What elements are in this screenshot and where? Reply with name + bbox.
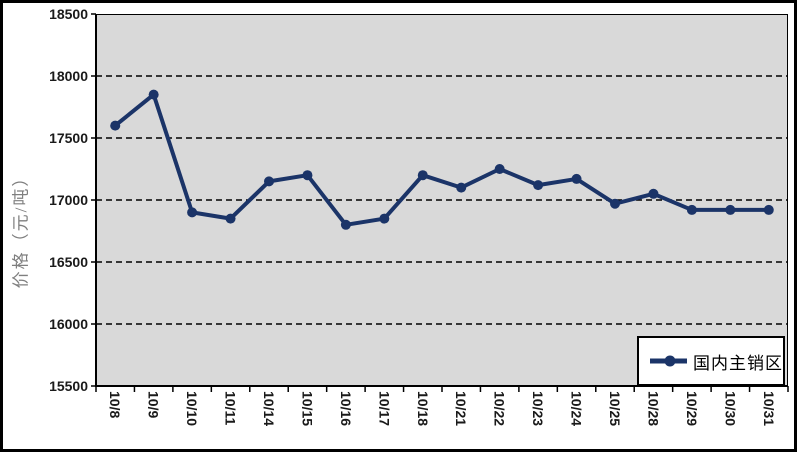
data-point-marker <box>148 89 159 100</box>
data-point-marker <box>571 173 582 184</box>
x-axis-tick-label: 10/28 <box>645 391 662 427</box>
data-point-marker <box>187 207 198 218</box>
data-point-marker <box>456 182 467 193</box>
x-axis-tick-label: 10/17 <box>376 391 393 427</box>
x-axis-tick-label: 10/15 <box>299 391 316 427</box>
data-point-marker <box>494 164 505 174</box>
x-axis-tick-label: 10/18 <box>414 391 431 427</box>
x-axis-tick-label: 10/16 <box>337 391 354 427</box>
series-line <box>113 92 771 227</box>
data-point-marker <box>110 120 121 131</box>
y-axis-tick-label: 16500 <box>49 254 88 270</box>
legend: 国内主销区 <box>637 336 785 386</box>
data-point-marker <box>686 204 697 215</box>
x-axis-tick-label: 10/23 <box>530 391 547 427</box>
x-axis-tick-label: 10/8 <box>107 391 124 419</box>
data-point-marker <box>379 213 390 224</box>
x-axis-tick-label: 10/10 <box>184 391 201 427</box>
x-axis-tick-label: 10/29 <box>683 391 700 427</box>
y-axis-tick-label: 17000 <box>49 192 88 208</box>
y-axis-title: 价格（元/吨） <box>11 167 31 289</box>
x-axis-tick-label: 10/9 <box>145 391 162 419</box>
x-axis-tick-label: 10/14 <box>261 391 277 427</box>
data-point-marker <box>763 204 774 215</box>
x-axis-tick-label: 10/11 <box>222 391 239 426</box>
y-axis-tick-label: 17500 <box>49 130 88 146</box>
x-axis-tick-label: 10/31 <box>760 391 777 427</box>
data-point-marker <box>533 180 544 191</box>
legend-label: 国内主销区 <box>693 353 783 373</box>
y-axis-tick-label: 15500 <box>49 378 88 394</box>
y-axis-tick-label: 16000 <box>49 316 88 332</box>
data-point-marker <box>340 219 351 230</box>
data-point-marker <box>610 198 620 209</box>
y-axis-tick-label: 18000 <box>49 68 88 84</box>
data-point-marker <box>417 170 428 181</box>
data-point-marker <box>725 204 736 215</box>
x-axis-tick-label: 10/25 <box>607 391 623 427</box>
y-axis-tick-label: 18500 <box>49 6 88 22</box>
x-axis-tick-label: 10/30 <box>722 391 739 427</box>
x-axis-tick-label: 10/24 <box>568 391 585 427</box>
x-axis-tick-label: 10/21 <box>453 391 470 427</box>
data-point-marker <box>264 176 274 187</box>
data-point-marker <box>302 170 313 181</box>
legend-marker-icon <box>650 355 687 367</box>
data-point-marker <box>225 213 236 224</box>
data-point-marker <box>648 188 659 199</box>
x-axis-tick-label: 10/22 <box>491 391 508 427</box>
